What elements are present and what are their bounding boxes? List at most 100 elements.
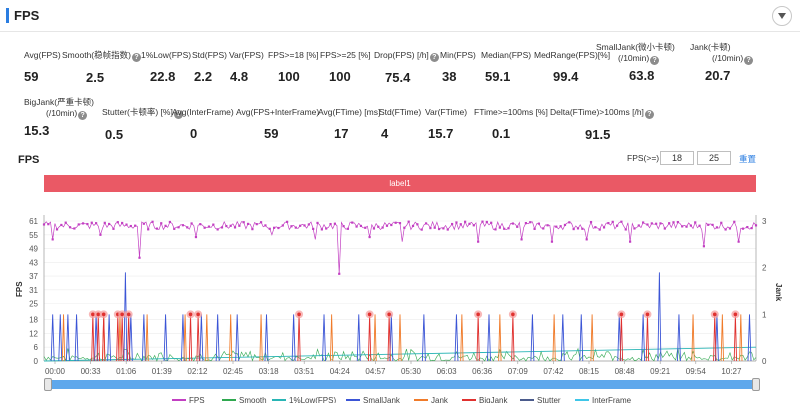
fps-point xyxy=(403,226,406,229)
stat-label: Avg(FPS+InterFrame) xyxy=(236,107,319,118)
series-1pct-low-line xyxy=(43,346,757,362)
fps-point xyxy=(655,222,658,225)
fps-point xyxy=(659,222,662,225)
smalljank-spike xyxy=(163,314,168,362)
collapse-button[interactable] xyxy=(772,6,792,26)
smalljank-spike xyxy=(530,314,535,362)
x-tick-label: 04:57 xyxy=(365,367,386,376)
jank-spike xyxy=(691,314,695,362)
bigjank-spike xyxy=(120,314,124,362)
stat-13: BigJank(严重卡顿) (/10min)? 15.3 xyxy=(24,97,94,138)
stat-label-text: Avg(FPS) xyxy=(24,50,61,60)
x-tick-label: 03:51 xyxy=(294,367,315,376)
fps-point xyxy=(186,226,189,229)
fps-point xyxy=(390,223,393,227)
fps-point xyxy=(585,238,588,241)
legend-item-stutter[interactable]: Stutter xyxy=(520,396,561,403)
legend-item-interframe[interactable]: InterFrame xyxy=(575,396,631,403)
stat-label: Avg(FPS) xyxy=(24,50,61,61)
y-tick-label: 43 xyxy=(29,258,38,267)
stat-16: Avg(FPS+InterFrame) 59 xyxy=(236,107,319,141)
help-icon[interactable]: ? xyxy=(650,56,660,65)
stat-0: Avg(FPS) 59 xyxy=(24,50,61,84)
fps-point xyxy=(533,227,536,230)
fps-point xyxy=(589,220,593,224)
slider-handle-right[interactable] xyxy=(752,378,760,391)
fps-point xyxy=(398,222,402,225)
fps-point xyxy=(242,221,245,224)
fps-point xyxy=(155,227,158,230)
bigjank-spike xyxy=(297,314,301,362)
series-fps-line xyxy=(43,220,757,274)
fps-point xyxy=(320,228,323,231)
stat-2: 1%Low(FPS) 22.8 xyxy=(141,50,191,84)
legend-item-bigjank[interactable]: BigJank xyxy=(462,396,507,403)
help-icon[interactable]: ? xyxy=(429,53,439,62)
stat-1: Smooth(稳帧指数)? 2.5 xyxy=(62,50,141,85)
y-tick-label: 25 xyxy=(29,300,38,309)
fps-point xyxy=(720,221,723,224)
fps-point xyxy=(268,227,271,230)
fps-point xyxy=(446,228,449,231)
stat-14: Stutter(卡顿率) [%]? 0.5 xyxy=(102,107,183,142)
fps-point xyxy=(429,226,432,230)
legend-item-smalljank[interactable]: SmallJank xyxy=(346,396,400,403)
fps-threshold-high-input[interactable] xyxy=(697,151,731,165)
legend-item-fps[interactable]: FPS xyxy=(172,396,205,403)
stat-9: Median(FPS) 59.1 xyxy=(481,50,531,84)
x-tick-label: 01:06 xyxy=(116,367,137,376)
help-icon[interactable]: ? xyxy=(744,56,754,65)
fps-point xyxy=(529,221,532,224)
stat-19: Var(FTime) 15.7 xyxy=(425,107,467,141)
time-range-slider[interactable] xyxy=(46,380,756,389)
fps-point xyxy=(246,222,250,225)
fps-point xyxy=(51,238,54,241)
fps-point xyxy=(559,225,562,228)
help-icon[interactable]: ? xyxy=(644,110,654,119)
fps-point xyxy=(724,228,727,231)
bigjank-spike xyxy=(645,314,650,362)
stat-12: Jank(卡顿) (/10min)? 20.7 xyxy=(690,42,754,83)
legend-item-low1[interactable]: 1%Low(FPS) xyxy=(272,396,336,403)
y-tick-label: 61 xyxy=(29,217,38,226)
fps-point xyxy=(173,227,176,230)
stat-18: Std(FTime) 4 xyxy=(379,107,421,141)
panel-title: FPS xyxy=(14,8,40,23)
stat-label: Jank(卡顿) xyxy=(690,42,753,53)
stat-value: 17 xyxy=(334,126,349,141)
fps-point xyxy=(481,220,484,223)
y-tick-label: 18 xyxy=(29,316,38,325)
bigjank-marker xyxy=(733,312,738,317)
fps-threshold-low-input[interactable] xyxy=(660,151,694,165)
help-icon[interactable]: ? xyxy=(173,110,183,119)
legend-label: 1%Low(FPS) xyxy=(289,396,337,403)
label-bar[interactable]: label1 xyxy=(44,175,756,192)
fps-point xyxy=(203,226,206,229)
legend-swatch xyxy=(462,399,476,401)
jank-spike xyxy=(498,314,502,362)
legend-item-smooth[interactable]: Smooth xyxy=(222,396,267,403)
fps-point xyxy=(754,224,758,227)
bigjank-spike xyxy=(188,314,193,362)
stat-label-text: Median(FPS) xyxy=(481,50,532,60)
fps-point xyxy=(737,240,740,243)
fps-point xyxy=(381,226,384,229)
help-icon[interactable]: ? xyxy=(131,53,141,62)
slider-handle-left[interactable] xyxy=(44,378,52,391)
bigjank-marker xyxy=(476,312,480,317)
stat-label2-text: (/10min) xyxy=(618,53,650,63)
fps-point xyxy=(611,220,614,223)
smalljank-spike xyxy=(579,314,584,362)
fps-point xyxy=(90,221,93,224)
x-tick-label: 07:42 xyxy=(543,367,564,376)
fps-point xyxy=(68,226,72,229)
fps-point xyxy=(272,226,276,229)
reset-link[interactable]: 重置 xyxy=(739,154,757,164)
fps-point xyxy=(477,240,480,243)
stat-label: Stutter(卡顿率) [%]? xyxy=(102,107,183,119)
legend-item-jank[interactable]: Jank xyxy=(414,396,448,403)
stat-label-text: Std(FPS) xyxy=(192,50,227,60)
stat-value: 59 xyxy=(264,126,279,141)
help-icon[interactable]: ? xyxy=(78,111,88,120)
